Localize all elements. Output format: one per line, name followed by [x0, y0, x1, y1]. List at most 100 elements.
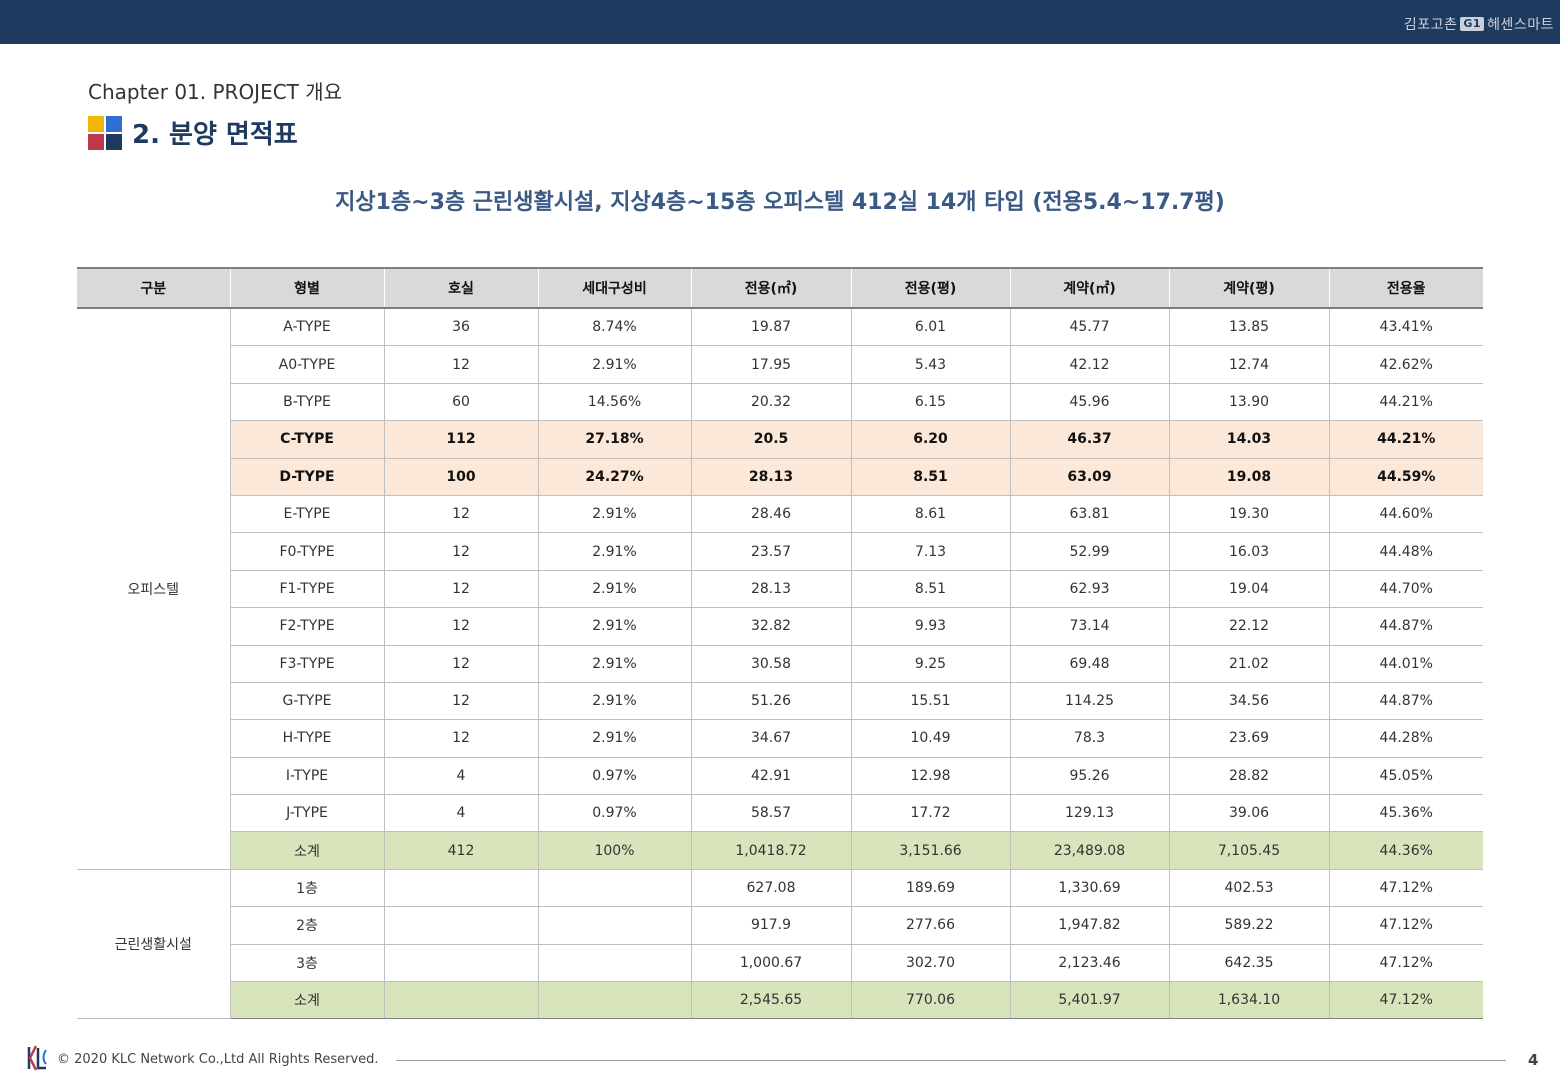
value-cell: 69.48	[1009, 645, 1169, 683]
table-row: E-TYPE 12 2.91% 28.46 8.61 63.81 19.30 44.60%	[77, 495, 1483, 534]
type-cell: J-TYPE	[229, 794, 384, 833]
column-header: 전용(평)	[850, 267, 1010, 309]
value-cell: 17.95	[690, 345, 851, 384]
value-cell: 23.69	[1168, 719, 1329, 758]
value-cell	[383, 944, 538, 983]
value-cell: 45.96	[1009, 383, 1169, 422]
value-cell: 95.26	[1009, 757, 1169, 796]
value-cell: 52.99	[1009, 532, 1169, 571]
table-subtitle: 지상1층~3층 근린생활시설, 지상4층~15층 오피스텔 412실 14개 타…	[335, 190, 1225, 215]
value-cell: 2.91%	[537, 570, 691, 609]
type-cell: 2층	[229, 906, 384, 945]
value-cell: 129.13	[1009, 794, 1169, 833]
table-row: F3-TYPE 12 2.91% 30.58 9.25 69.48 21.02 44.01%	[77, 645, 1483, 683]
value-cell: 78.3	[1009, 719, 1169, 758]
type-cell: E-TYPE	[229, 495, 384, 534]
value-cell: 114.25	[1009, 682, 1169, 721]
value-cell: 44.48%	[1328, 532, 1483, 571]
value-cell: 58.57	[690, 794, 851, 833]
value-cell: 32.82	[690, 607, 851, 646]
table-row: H-TYPE 12 2.91% 34.67 10.49 78.3 23.69 44.28%	[77, 719, 1483, 758]
column-header: 형별	[229, 267, 384, 309]
value-cell: 2,123.46	[1009, 944, 1169, 983]
value-cell: 27.18%	[537, 420, 691, 459]
brand-badge: G1	[1460, 17, 1485, 31]
value-cell: 28.13	[690, 570, 851, 609]
value-cell	[383, 981, 538, 1020]
type-cell: A0-TYPE	[229, 345, 384, 384]
value-cell: 44.28%	[1328, 719, 1483, 758]
value-cell: 44.70%	[1328, 570, 1483, 609]
value-cell: 1,000.67	[690, 944, 851, 983]
value-cell: 19.87	[690, 308, 851, 347]
value-cell: 45.77	[1009, 308, 1169, 347]
value-cell: 0.97%	[537, 757, 691, 796]
value-cell: 917.9	[690, 906, 851, 945]
brand-logo-text: 김포고촌 G1 헤센스마트	[1404, 14, 1554, 34]
table-row: 소계 412 100% 1,0418.72 3,151.66 23,489.08 7,105…	[77, 831, 1483, 870]
value-cell	[537, 981, 691, 1020]
value-cell: 7,105.45	[1168, 831, 1329, 870]
value-cell: 12	[383, 645, 538, 683]
value-cell: 6.15	[850, 383, 1010, 422]
table-row: F2-TYPE 12 2.91% 32.82 9.93 73.14 22.12 44.87%	[77, 607, 1483, 646]
value-cell: 19.04	[1168, 570, 1329, 609]
value-cell: 2.91%	[537, 682, 691, 721]
value-cell: 1,330.69	[1009, 869, 1169, 908]
value-cell: 12.98	[850, 757, 1010, 796]
value-cell	[383, 906, 538, 945]
value-cell: 4	[383, 794, 538, 833]
value-cell: 2.91%	[537, 495, 691, 534]
value-cell: 20.32	[690, 383, 851, 422]
value-cell: 36	[383, 308, 538, 347]
table-row: F0-TYPE 12 2.91% 23.57 7.13 52.99 16.03 44.48%	[77, 532, 1483, 571]
value-cell: 20.5	[690, 420, 851, 459]
column-header: 계약(㎡)	[1009, 267, 1169, 309]
value-cell: 7.13	[850, 532, 1010, 571]
table-row: 3층 1,000.67 302.70 2,123.46 642.35 47.12%	[77, 944, 1483, 983]
value-cell: 44.36%	[1328, 831, 1483, 870]
value-cell: 15.51	[850, 682, 1010, 721]
value-cell: 8.74%	[537, 308, 691, 347]
column-header: 계약(평)	[1168, 267, 1329, 309]
value-cell: 21.02	[1168, 645, 1329, 683]
value-cell: 277.66	[850, 906, 1010, 945]
value-cell: 47.12%	[1328, 981, 1483, 1020]
value-cell: 34.67	[690, 719, 851, 758]
value-cell: 24.27%	[537, 458, 691, 496]
column-header: 전용율	[1328, 267, 1483, 309]
column-header: 전용(㎡)	[690, 267, 851, 309]
table-row: C-TYPE 112 27.18% 20.5 6.20 46.37 14.03 44.21%	[77, 420, 1483, 459]
value-cell: 412	[383, 831, 538, 870]
value-cell: 9.93	[850, 607, 1010, 646]
table-row: G-TYPE 12 2.91% 51.26 15.51 114.25 34.56 44.87%	[77, 682, 1483, 721]
value-cell: 402.53	[1168, 869, 1329, 908]
value-cell: 46.37	[1009, 420, 1169, 459]
value-cell: 1,0418.72	[690, 831, 851, 870]
value-cell: 12	[383, 345, 538, 384]
value-cell: 47.12%	[1328, 944, 1483, 983]
area-table: 구분 형별 호실 세대구성비 전용(㎡) 전용(평) 계약(㎡) 계약(평) 전…	[77, 267, 1483, 1020]
value-cell: 8.61	[850, 495, 1010, 534]
value-cell: 5.43	[850, 345, 1010, 384]
type-cell: 1층	[229, 869, 384, 908]
brand-right-text: 헤센스마트	[1487, 17, 1554, 33]
group-label-cell: 오피스텔	[77, 308, 230, 870]
value-cell: 44.21%	[1328, 383, 1483, 422]
value-cell: 60	[383, 383, 538, 422]
table-row: F1-TYPE 12 2.91% 28.13 8.51 62.93 19.04 44.70%	[77, 570, 1483, 609]
value-cell: 42.62%	[1328, 345, 1483, 384]
value-cell: 44.60%	[1328, 495, 1483, 534]
table-row: 2층 917.9 277.66 1,947.82 589.22 47.12%	[77, 906, 1483, 945]
type-cell: F3-TYPE	[229, 645, 384, 683]
page-number: 4	[1528, 1051, 1539, 1069]
type-cell: 3층	[229, 944, 384, 983]
value-cell: 589.22	[1168, 906, 1329, 945]
value-cell: 44.59%	[1328, 458, 1483, 496]
value-cell: 63.09	[1009, 458, 1169, 496]
value-cell: 100%	[537, 831, 691, 870]
value-cell	[537, 944, 691, 983]
table-row: 소계 2,545.65 770.06 5,401.97 1,634.10 47.12%	[77, 981, 1483, 1020]
value-cell: 23,489.08	[1009, 831, 1169, 870]
value-cell: 28.13	[690, 458, 851, 496]
